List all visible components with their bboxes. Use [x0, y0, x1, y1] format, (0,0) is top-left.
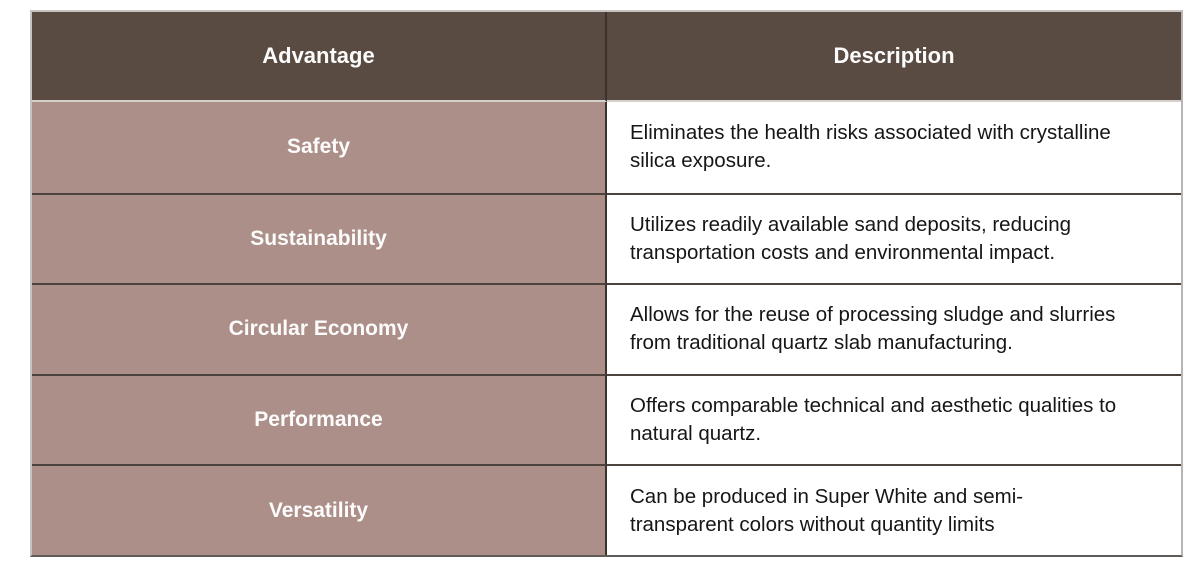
description-line: Offers comparable technical and aestheti… [630, 394, 1117, 418]
advantage-label: Circular Economy [228, 317, 409, 341]
header-label-description: Description [833, 43, 955, 68]
table-row-advantage-sustainability: Sustainability [32, 192, 607, 284]
description-line: transportation costs and environmental i… [630, 240, 1056, 264]
table-row-advantage-circular-economy: Circular Economy [32, 283, 607, 374]
description-line: Allows for the reuse of processing sludg… [630, 303, 1116, 327]
description-line: Eliminates the health risks associated w… [630, 121, 1111, 145]
table-row-advantage-versatility: Versatility [32, 464, 607, 555]
table-row-description-performance: Offers comparable technical and aestheti… [607, 373, 1181, 465]
table-row-description-versatility: Can be produced in Super White and semi-… [607, 464, 1181, 555]
table-row-advantage-safety: Safety [32, 102, 607, 193]
description-line: Can be produced in Super White and semi- [630, 484, 1024, 508]
advantage-label: Performance [254, 408, 383, 432]
table-row-description-sustainability: Utilizes readily available sand deposits… [607, 192, 1181, 284]
advantage-label: Safety [286, 135, 351, 159]
description-line: natural quartz. [630, 422, 762, 446]
description-line: from traditional quartz slab manufacturi… [630, 331, 1013, 355]
advantage-label: Versatility [268, 498, 369, 522]
header-cell-advantage: Advantage [32, 12, 607, 102]
table-row-description-safety: Eliminates the health risks associated w… [607, 102, 1181, 193]
header-label-advantage: Advantage [262, 43, 375, 68]
description-line: Utilizes readily available sand deposits… [630, 212, 1071, 236]
description-line: silica exposure. [630, 149, 772, 173]
advantages-table: Advantage Description Safety Eliminates … [30, 10, 1183, 557]
advantage-label: Sustainability [250, 226, 387, 250]
table-row-description-circular-economy: Allows for the reuse of processing sludg… [607, 283, 1181, 374]
table-row-advantage-performance: Performance [32, 373, 607, 465]
header-cell-description: Description [607, 12, 1181, 102]
description-line: transparent colors without quantity limi… [630, 512, 995, 536]
